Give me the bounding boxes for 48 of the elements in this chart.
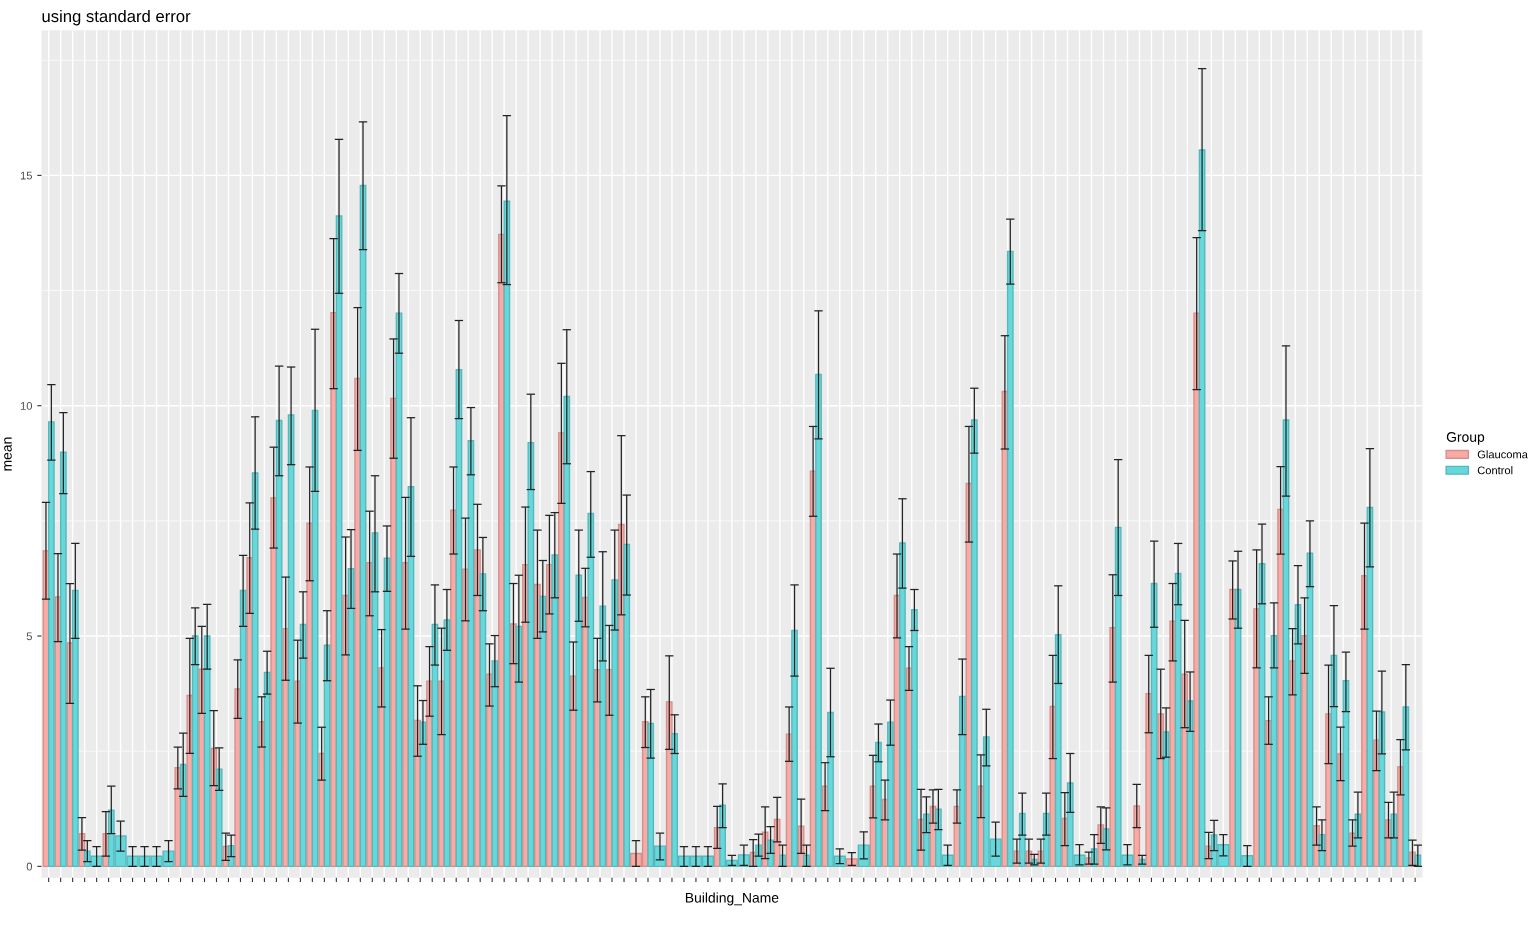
x-axis-title: Building_Name	[685, 892, 779, 906]
bar	[611, 579, 619, 868]
bar	[491, 660, 499, 868]
chart-title: using standard error	[42, 9, 191, 26]
bar	[71, 589, 79, 868]
bar	[1006, 250, 1014, 868]
bar	[922, 813, 930, 868]
bar	[215, 768, 223, 868]
bar	[59, 451, 67, 868]
bar	[563, 395, 571, 868]
bar	[47, 421, 55, 868]
y-tick-label: 15	[20, 171, 32, 180]
y-tick-label: 0	[26, 862, 33, 871]
bar	[599, 605, 607, 868]
bar	[263, 671, 271, 868]
y-tick-label: 10	[20, 401, 33, 410]
y-axis-title: mean	[4, 437, 12, 471]
bar	[575, 574, 583, 868]
legend-label: Glaucoma	[1477, 450, 1528, 459]
bar	[251, 472, 259, 868]
bar	[539, 595, 547, 868]
bar	[791, 629, 798, 868]
bar	[958, 695, 966, 868]
bar	[899, 542, 906, 868]
bar	[1133, 805, 1141, 868]
bar	[1162, 731, 1170, 868]
bar	[911, 609, 918, 868]
bar	[179, 763, 187, 868]
bar	[527, 441, 535, 868]
bar	[1402, 706, 1410, 868]
bar	[239, 589, 247, 868]
bar	[970, 419, 978, 868]
bar	[515, 625, 523, 868]
bar	[875, 741, 882, 868]
bar	[887, 721, 894, 868]
bar	[551, 554, 559, 868]
bar	[1054, 633, 1062, 868]
bar	[203, 635, 211, 868]
bar	[1150, 582, 1158, 868]
bar	[815, 373, 822, 868]
legend-label: Control	[1477, 466, 1513, 475]
bar	[623, 543, 631, 868]
y-tick-label: 5	[26, 632, 32, 641]
bar	[587, 512, 595, 868]
legend-title: Group	[1446, 432, 1485, 445]
bar	[191, 635, 199, 868]
bar	[479, 573, 487, 868]
bar	[503, 200, 511, 868]
